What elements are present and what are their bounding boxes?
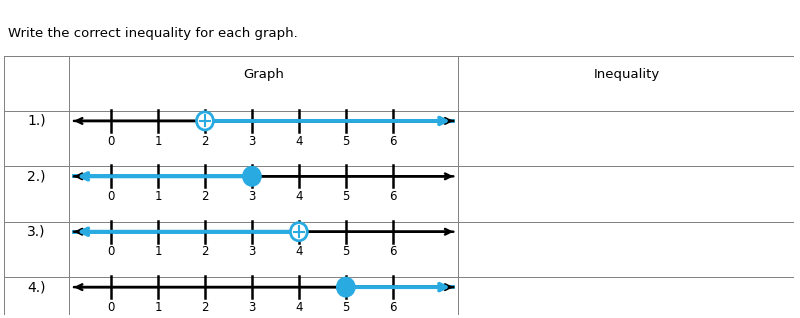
Text: 4: 4 xyxy=(295,135,302,148)
Circle shape xyxy=(197,112,214,130)
Text: 6: 6 xyxy=(389,190,397,203)
Text: 3.): 3.) xyxy=(27,225,46,239)
Text: 4: 4 xyxy=(295,190,302,203)
Circle shape xyxy=(243,167,260,185)
Text: 6: 6 xyxy=(389,245,397,259)
Text: 2: 2 xyxy=(202,245,209,259)
Text: 1: 1 xyxy=(154,190,162,203)
Text: 2: 2 xyxy=(202,301,209,314)
Text: 1: 1 xyxy=(154,135,162,148)
Text: 0: 0 xyxy=(107,135,114,148)
Text: 5: 5 xyxy=(342,135,350,148)
Circle shape xyxy=(290,223,307,241)
Text: 2.): 2.) xyxy=(27,169,46,183)
Text: 1.): 1.) xyxy=(27,114,46,128)
Text: 2: 2 xyxy=(202,190,209,203)
Text: Graph: Graph xyxy=(243,68,284,81)
Text: 5: 5 xyxy=(342,301,350,314)
Circle shape xyxy=(338,278,354,296)
Text: Inequality: Inequality xyxy=(594,68,659,81)
Text: 5: 5 xyxy=(342,245,350,259)
Text: 0: 0 xyxy=(107,245,114,259)
Text: 6: 6 xyxy=(389,135,397,148)
Text: 6: 6 xyxy=(389,301,397,314)
Text: 0: 0 xyxy=(107,190,114,203)
Text: 4.): 4.) xyxy=(27,280,46,294)
Text: 4: 4 xyxy=(295,245,302,259)
Text: 3: 3 xyxy=(248,190,255,203)
Text: 4: 4 xyxy=(295,301,302,314)
Text: 1: 1 xyxy=(154,301,162,314)
Text: 3: 3 xyxy=(248,135,255,148)
Text: 3: 3 xyxy=(248,245,255,259)
Text: 2: 2 xyxy=(202,135,209,148)
Text: Write the correct inequality for each graph.: Write the correct inequality for each gr… xyxy=(8,27,298,40)
Text: 5: 5 xyxy=(342,190,350,203)
Text: 3: 3 xyxy=(248,301,255,314)
Text: 1: 1 xyxy=(154,245,162,259)
Text: 0: 0 xyxy=(107,301,114,314)
